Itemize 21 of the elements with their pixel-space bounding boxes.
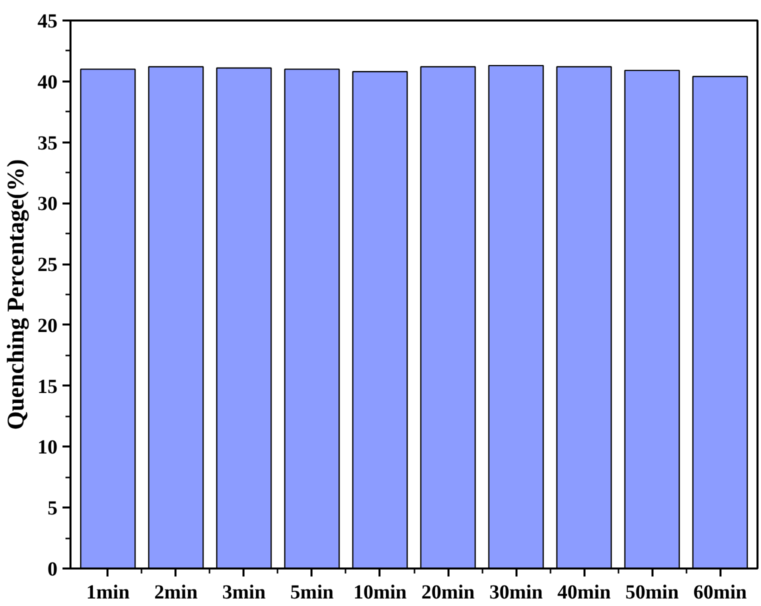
x-tick-label: 30min xyxy=(489,582,543,604)
x-tick-label: 10min xyxy=(353,582,407,604)
y-tick-label: 45 xyxy=(38,10,58,32)
x-tick-label: 50min xyxy=(625,582,679,604)
y-tick-label: 40 xyxy=(38,71,58,94)
y-tick-label: 0 xyxy=(48,558,58,580)
x-tick-label: 2min xyxy=(154,582,198,604)
y-axis-title: Quenching Percentage(%) xyxy=(4,159,30,430)
y-tick-label: 15 xyxy=(38,376,58,398)
x-tick-label: 20min xyxy=(421,582,475,604)
y-tick-label: 10 xyxy=(38,436,58,459)
y-tick-label: 30 xyxy=(38,193,58,216)
x-tick-label: 40min xyxy=(557,582,611,604)
x-tick-label: 5min xyxy=(290,582,334,604)
y-tick-label: 25 xyxy=(38,254,58,276)
y-tick-label: 20 xyxy=(38,314,58,337)
x-tick-label: 60min xyxy=(693,582,747,604)
x-tick-label: 1min xyxy=(86,582,130,604)
y-tick-label: 35 xyxy=(38,132,58,154)
y-tick-label: 5 xyxy=(48,498,58,520)
x-tick-label: 3min xyxy=(222,582,266,604)
